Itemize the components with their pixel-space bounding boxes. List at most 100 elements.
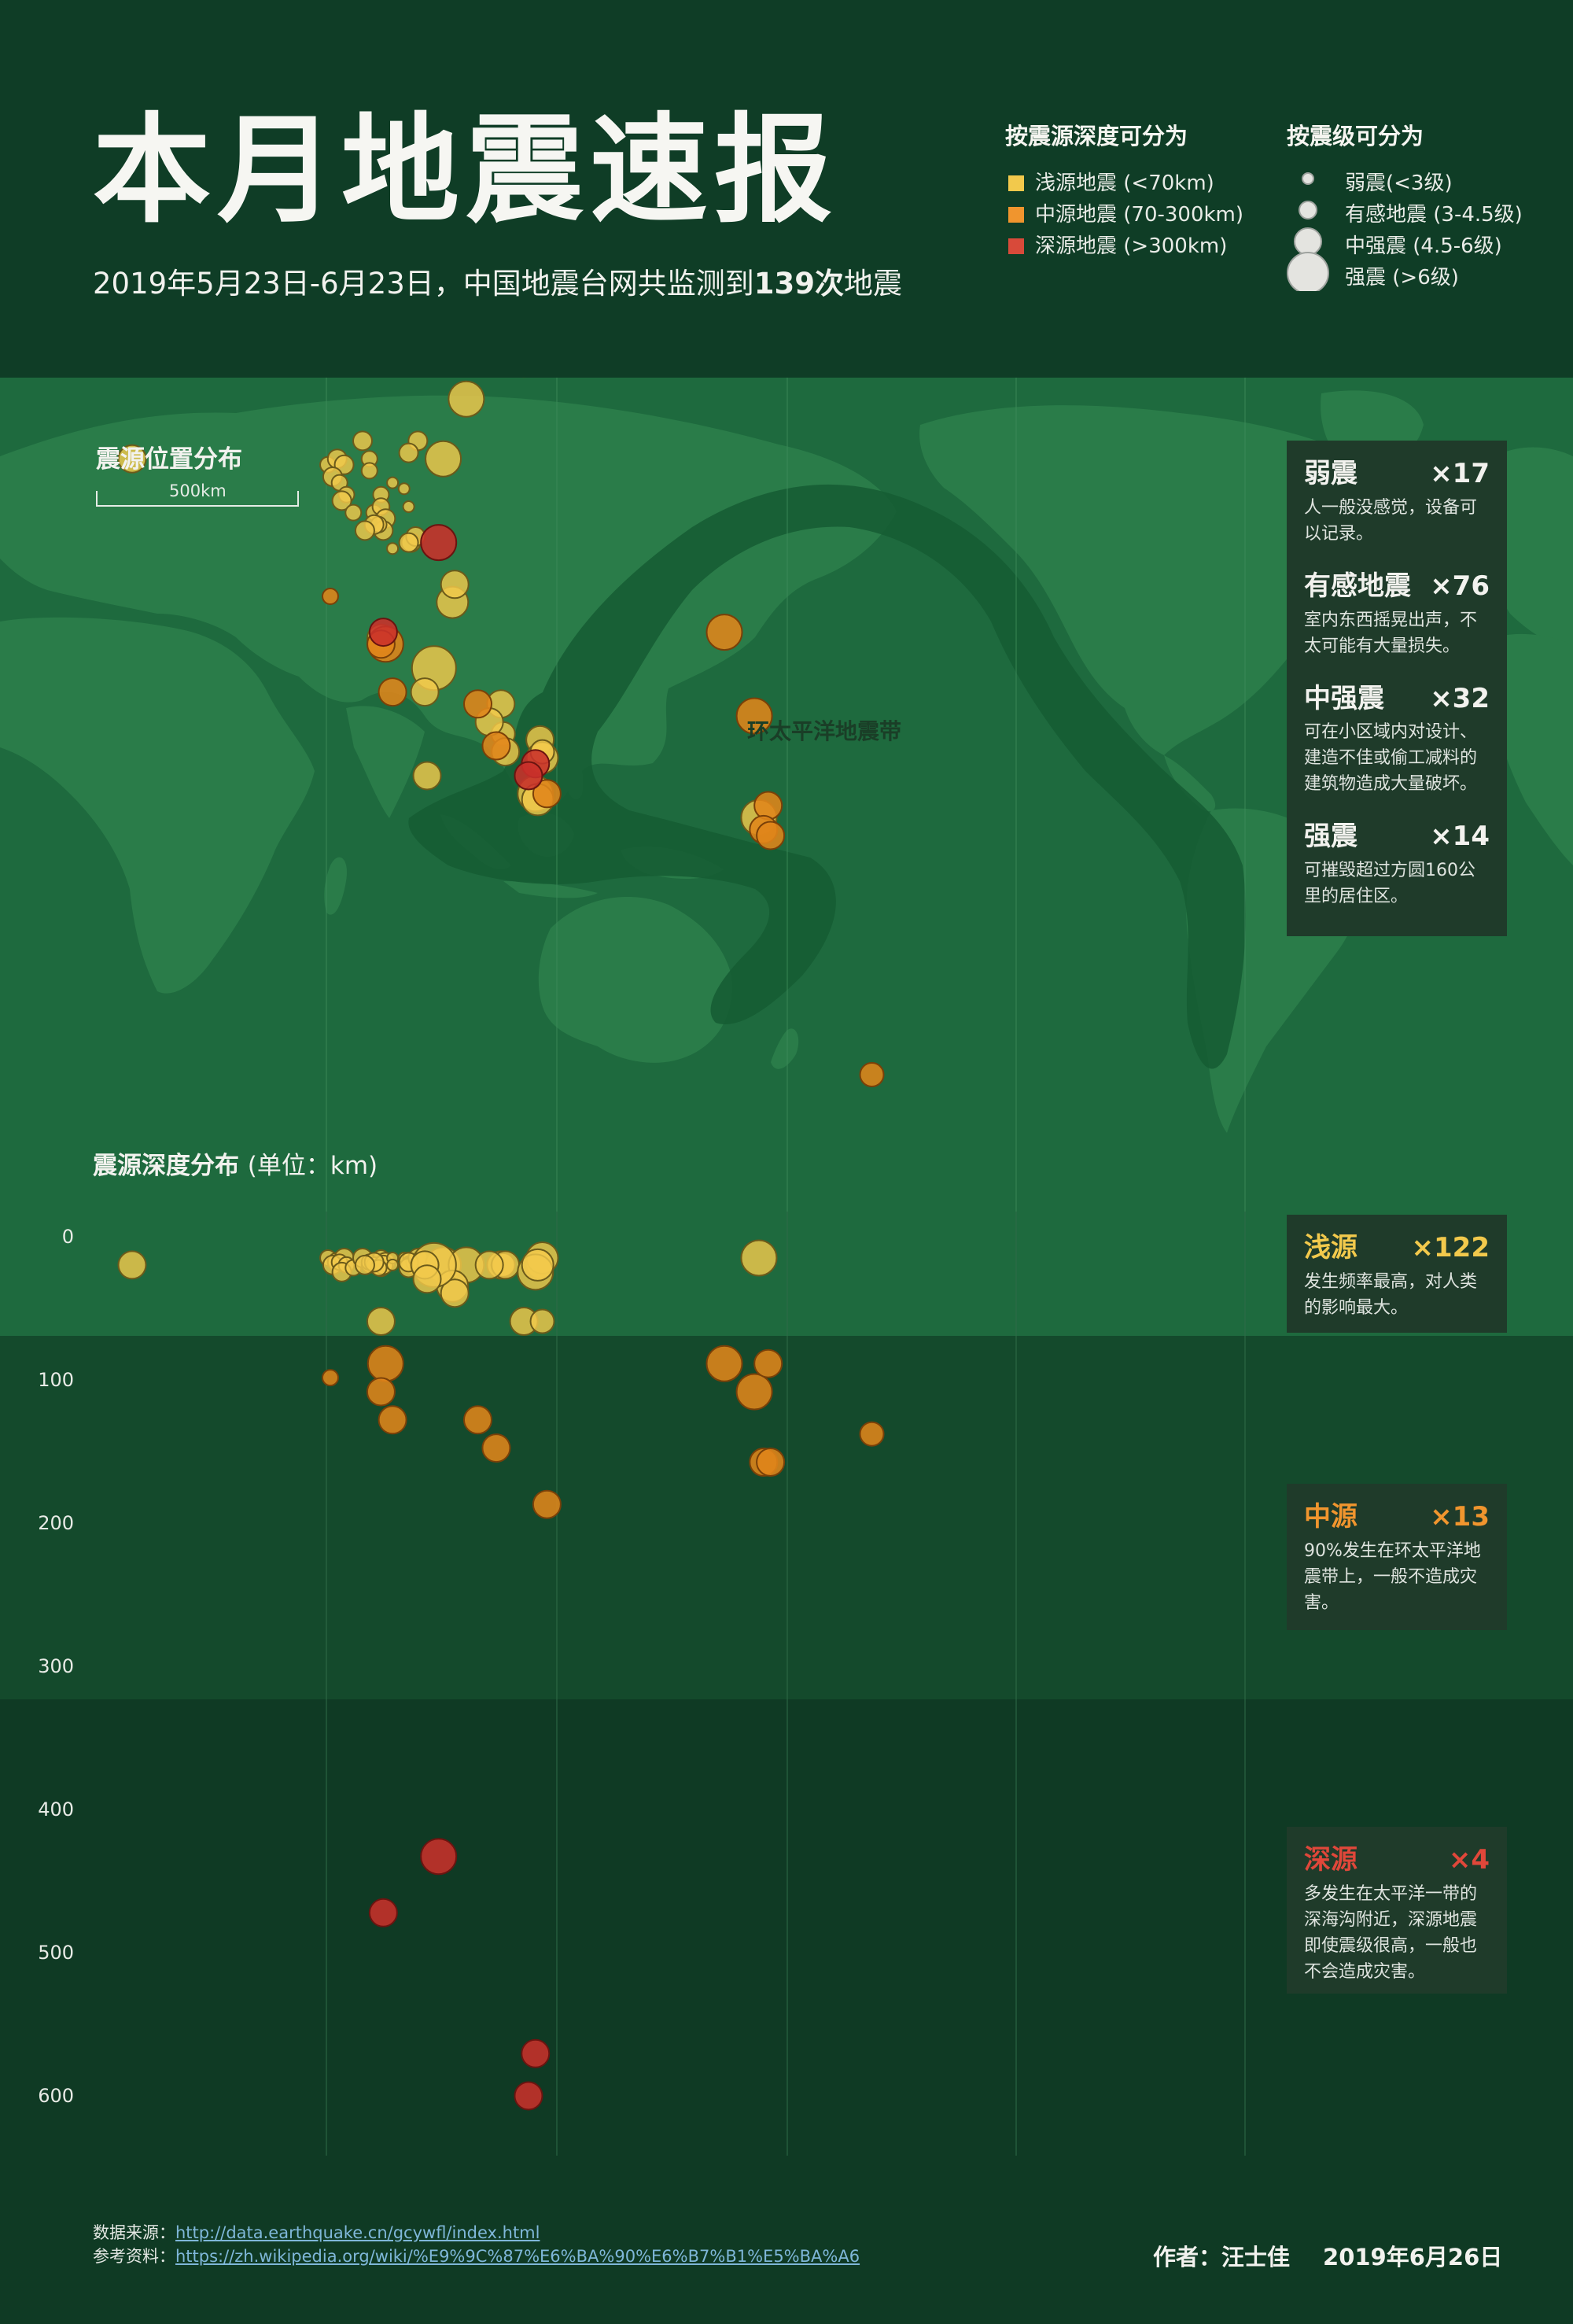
legend-swatch-intermediate — [1008, 207, 1024, 223]
ring-of-fire-label: 环太平洋地震带 — [747, 718, 902, 744]
depth-quake-point-41 — [474, 1250, 504, 1280]
depth-card-intermediate: 中源 ×13 90%发生在环太平洋地震带上，一般不造成灾害。 — [1287, 1484, 1507, 1630]
depth-quake-point-60 — [532, 1489, 562, 1519]
depth-quake-point-48 — [705, 1345, 743, 1382]
map-quake-point-31 — [448, 380, 485, 418]
map-quake-point-11 — [360, 462, 378, 480]
y-tick-400: 400 — [38, 1798, 74, 1820]
depth-quake-point-34 — [366, 1307, 396, 1336]
footer-source: 数据来源：http://data.earthquake.cn/gcywfl/in… — [93, 2220, 540, 2244]
depth-quake-point-47 — [740, 1239, 778, 1277]
map-quake-point-59 — [481, 731, 511, 761]
legend-mag-strong: 强震 (>6级) — [1345, 266, 1459, 290]
earthquake-plot — [117, 378, 885, 2111]
map-quake-point-23 — [386, 542, 400, 555]
header — [0, 0, 1573, 378]
page-subtitle: 2019年5月23日-6月23日，中国地震台网共监测到139次地震 — [93, 260, 902, 302]
land-africa — [0, 617, 315, 994]
land-india — [346, 706, 425, 818]
footer-source-label: 数据来源： — [93, 2223, 175, 2242]
map-section-label: 震源位置分布 — [96, 445, 242, 474]
map-quake-point-57 — [378, 677, 407, 707]
map-quake-point-60 — [532, 779, 562, 809]
map-quake-point-21 — [397, 482, 411, 496]
subtitle-pre: 2019年5月23日-6月23日，中国地震台网共监测到 — [93, 267, 754, 301]
map-quake-point-36 — [410, 677, 440, 707]
depth-quake-point-0 — [117, 1250, 147, 1280]
depth-quake-point-62 — [368, 1898, 398, 1927]
legend-mag-circle-moderate — [1294, 227, 1322, 256]
depth-deep-count: ×4 — [1448, 1844, 1490, 1876]
mag-weak-count: ×17 — [1430, 458, 1490, 489]
footer-reference: 参考资料：https://zh.wikipedia.org/wiki/%E9%9… — [93, 2244, 860, 2267]
legend-depth-deep-label: 深源地震 (>300km) — [1035, 234, 1228, 258]
map-quake-point-61 — [420, 524, 458, 562]
depth-deep-name: 深源 — [1304, 1844, 1357, 1876]
legend-mag-title: 按震级可分为 — [1287, 123, 1424, 149]
map-quake-point-29 — [425, 440, 462, 478]
depth-section-label: 震源深度分布 (单位：km) — [93, 1145, 378, 1181]
mag-item-weak: 弱震 ×17 人一般没感觉，设备可以记录。 — [1304, 458, 1490, 547]
mag-felt-desc: 室内东西摇晃出声，不太可能有大量损失。 — [1304, 610, 1478, 656]
page-title: 本月地震速报 — [93, 102, 839, 239]
subtitle-count: 139次 — [753, 267, 844, 301]
map-quake-point-50 — [753, 791, 783, 821]
depth-quake-point-52 — [756, 1448, 786, 1477]
mag-strong-desc: 可摧毁超过方圆160公里的居住区。 — [1304, 861, 1475, 907]
map-quake-point-26 — [398, 532, 419, 553]
footer-source-link[interactable]: http://data.earthquake.cn/gcywfl/index.h… — [175, 2223, 540, 2242]
depth-quake-point-57 — [378, 1405, 407, 1435]
mag-item-strong: 强震 ×14 可摧毁超过方圆160公里的居住区。 — [1304, 821, 1490, 909]
legend-mag-circle-weak — [1302, 172, 1314, 185]
legend-mag-felt: 有感地震 (3-4.5级) — [1345, 203, 1523, 227]
depth-quake-point-45 — [521, 1248, 554, 1282]
depth-shallow-name: 浅源 — [1304, 1232, 1357, 1263]
mag-weak-name: 弱震 — [1304, 458, 1357, 489]
land-madagascar — [324, 857, 347, 915]
mag-felt-name: 有感地震 — [1304, 570, 1411, 602]
depth-quake-point-64 — [514, 2081, 543, 2111]
depth-intermediate-desc: 90%发生在环太平洋地震带上，一般不造成灾害。 — [1304, 1540, 1481, 1613]
legend-depth-title: 按震源深度可分为 — [1005, 123, 1188, 149]
y-tick-300: 300 — [38, 1655, 74, 1677]
map-quake-point-20 — [386, 476, 400, 489]
mag-item-moderate: 中强震 ×32 可在小区域内对设计、建造不佳或偷工减料的建筑物造成大量破坏。 — [1304, 683, 1490, 798]
map-quake-point-58 — [463, 689, 492, 719]
map-quake-point-28 — [398, 442, 419, 463]
depth-quake-point-50 — [753, 1348, 783, 1378]
legend-swatch-shallow — [1008, 175, 1024, 191]
map-quake-point-7 — [331, 490, 352, 511]
depth-intermediate-count: ×13 — [1430, 1501, 1490, 1533]
mag-strong-count: ×14 — [1430, 821, 1490, 853]
legend-mag-moderate: 中强震 (4.5-6级) — [1345, 234, 1502, 258]
land-java — [503, 881, 598, 898]
depth-quake-point-63 — [521, 2038, 551, 2068]
depth-quake-point-53 — [859, 1421, 885, 1447]
legend-depth-shallow-label: 浅源地震 (<70km) — [1035, 172, 1214, 195]
depth-points — [117, 1239, 885, 2111]
mag-strong-name: 强震 — [1304, 821, 1357, 853]
depth-deep-desc: 多发生在太平洋一带的深海沟附近，深源地震即使震级很高，一般也不会造成灾害。 — [1304, 1883, 1478, 1982]
depth-shallow-desc: 发生频率最高，对人类的影响最大。 — [1304, 1271, 1478, 1318]
subtitle-post: 地震 — [844, 267, 902, 301]
depth-section-title: 震源深度分布 — [93, 1152, 239, 1180]
depth-card-deep: 深源 ×4 多发生在太平洋一带的深海沟附近，深源地震即使震级很高，一般也不会造成灾… — [1287, 1827, 1507, 1994]
mag-weak-desc: 人一般没感觉，设备可以记录。 — [1304, 497, 1478, 544]
mag-item-felt: 有感地震 ×76 室内东西摇晃出声，不太可能有大量损失。 — [1304, 570, 1490, 659]
footer-ref-label: 参考资料： — [93, 2247, 175, 2266]
y-tick-200: 200 — [38, 1512, 74, 1534]
author-line: 作者：汪士佳 2019年6月26日 — [1153, 2239, 1502, 2272]
depth-shallow-count: ×122 — [1411, 1232, 1490, 1263]
mag-moderate-count: ×32 — [1430, 682, 1490, 714]
depth-quake-point-46 — [529, 1308, 555, 1334]
y-tick-100: 100 — [38, 1369, 74, 1391]
land-africa-right — [1494, 633, 1573, 865]
map-quake-point-37 — [412, 761, 442, 791]
map-quake-point-49 — [735, 697, 773, 735]
map-quake-point-52 — [756, 821, 786, 850]
map-quake-point-19 — [354, 520, 375, 541]
land-west-edge — [1491, 447, 1573, 653]
footer-ref-link[interactable]: https://zh.wikipedia.org/wiki/%E9%9C%87%… — [175, 2247, 860, 2266]
legend-depth-shallow: 浅源地震 (<70km) — [1008, 167, 1214, 196]
ring-of-fire-belt — [408, 484, 1246, 1069]
